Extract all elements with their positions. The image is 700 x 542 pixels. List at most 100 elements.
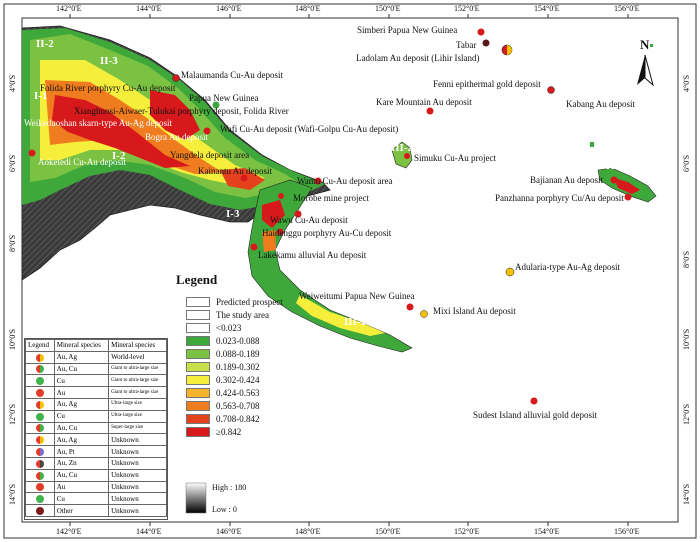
deposit-label: Ladolam Au deposit (Lihir Island)	[356, 53, 480, 63]
lon-tick: 156°0'E	[614, 4, 640, 13]
symbol-legend-row: Au, Pt Unknown	[25, 445, 167, 458]
symbol-legend-row: Au, Cu Super-large size	[25, 421, 167, 435]
north-arrow-icon	[637, 54, 654, 87]
class-swatch	[186, 401, 210, 411]
deposit-symbol-icon	[35, 459, 44, 468]
class-label: 0.023-0.088	[216, 336, 260, 346]
deposit-symbol-icon	[35, 483, 44, 492]
deposit-label: Morobe mine project	[293, 193, 369, 203]
region-label: I-3	[226, 208, 240, 220]
symbol-legend: Legend Mineral species Mineral species A…	[24, 338, 168, 520]
class-label: <0.023	[216, 323, 242, 333]
legend-header: Legend	[25, 339, 55, 352]
deposit-label: Lakekamu alluvial Au deposit	[258, 250, 367, 260]
mineral-species: Au, Cu	[53, 362, 110, 376]
marker-panzhanna	[624, 193, 632, 201]
class-label: 0.708-0.842	[216, 414, 260, 424]
class-swatch	[186, 323, 210, 333]
class-swatch	[186, 297, 210, 307]
mineral-species: Cu	[53, 492, 110, 506]
deposit-markers	[28, 28, 632, 405]
deposit-symbol-icon	[35, 353, 44, 362]
island-bougainville-red	[614, 178, 640, 194]
deposit-label: Papua New Guinea	[189, 93, 259, 103]
symbol-legend-row: Au Unknown	[25, 480, 167, 494]
deposit-scale: Unknown	[108, 456, 167, 470]
class-legend-item: <0.023	[186, 322, 326, 334]
class-legend-item: 0.424-0.563	[186, 387, 326, 399]
mineral-species: Au, Cu	[53, 468, 110, 482]
class-label: 0.088-0.189	[216, 349, 260, 359]
marker-lakekamu	[250, 243, 258, 251]
peninsula-orange	[262, 230, 276, 252]
deposit-label: Bogra Au deposit	[145, 132, 208, 142]
marker-xianghuosi	[212, 101, 220, 109]
deposit-label: Kainantu Au deposit	[198, 166, 272, 176]
peninsula-yellow	[296, 295, 385, 336]
lon-tick: 154°0'E	[534, 4, 560, 13]
deposit-label: Bajianan Au deposit	[530, 175, 603, 185]
deposit-scale: Ultra-large size	[108, 409, 167, 423]
class-legend-item: 0.189-0.302	[186, 361, 326, 373]
class-legend-item: The study area	[186, 309, 326, 321]
class-label: 0.563-0.708	[216, 401, 260, 411]
lat-tick: 14°0'S	[8, 483, 17, 505]
lon-tick: 144°0'E	[136, 527, 162, 536]
marker-fenni	[547, 86, 555, 94]
deposit-label: Kabang Au deposit	[566, 99, 635, 109]
class-label: The study area	[216, 310, 269, 320]
mineral-species: Au	[53, 480, 110, 494]
symbol-legend-row: Cu Ultra-large size	[25, 409, 167, 423]
zone-red	[52, 95, 190, 168]
deposit-symbol-icon	[35, 388, 44, 397]
mineral-species: Other	[53, 504, 110, 517]
class-legend-item: 0.088-0.189	[186, 348, 326, 360]
symbol-legend-row: Au, Cu Unknown	[25, 468, 167, 482]
marker-wamu	[314, 177, 322, 185]
lon-tick: 146°0'E	[216, 4, 242, 13]
class-label: Predicted prospect	[216, 297, 283, 307]
deposit-scale: Super-large size	[108, 421, 167, 435]
deposit-label: Malaumanda Cu-Au deposit	[181, 70, 283, 80]
peninsula-red	[262, 200, 285, 228]
region-label: I-2	[112, 150, 126, 162]
class-swatch	[186, 414, 210, 424]
marker-folida	[66, 104, 74, 112]
deposit-label: Xianghuosi-Aiwaer-Tulukai porphyry depos…	[74, 106, 289, 116]
deposit-scale: Unknown	[108, 445, 167, 458]
marker-aoketedi	[28, 149, 36, 157]
deposit-label: Mixi Island Au deposit	[433, 306, 516, 316]
lon-tick: 156°0'E	[614, 527, 640, 536]
deposit-scale: Unknown	[108, 492, 167, 506]
lon-tick: 144°0'E	[136, 4, 162, 13]
graticule-ticks	[69, 14, 629, 526]
deposit-symbol-icon	[35, 436, 44, 445]
lat-tick: 12°0'S	[682, 403, 691, 425]
region-label: II-3	[100, 55, 118, 67]
deposit-scale: Unknown	[108, 468, 167, 482]
class-legend-item: 0.563-0.708	[186, 400, 326, 412]
deposit-scale: Giant to ultra-large size	[108, 374, 167, 388]
symbol-legend-row: Au, Ag World-level	[25, 350, 167, 364]
deposit-label: Tabar	[456, 40, 477, 50]
symbol-legend-row: Cu Giant to ultra-large size	[25, 374, 167, 388]
deposit-symbol-icon	[35, 495, 44, 504]
deposit-label: Folida River porphyry Cu-Au deposit	[40, 83, 176, 93]
deposit-label: Wafi Cu-Au deposit (Wafi-Golpu Cu-Au dep…	[220, 124, 399, 134]
symbol-legend-row: Au, Ag Unknown	[25, 433, 167, 447]
marker-morobe	[278, 193, 284, 199]
lon-tick: 142°0'E	[56, 527, 82, 536]
mineral-species: Au, Ag	[53, 397, 110, 411]
marker-sudest	[530, 397, 538, 405]
deposit-scale: Ultra-large size	[108, 397, 167, 411]
deposit-label: Weiweitumi Papua New Guinea	[299, 291, 415, 301]
symbol-legend-row: Au, Ag Ultra-large size	[25, 397, 167, 411]
deposit-scale: Unknown	[108, 504, 167, 517]
deposit-symbol-icon	[35, 412, 44, 421]
class-swatch	[186, 388, 210, 398]
class-swatch	[186, 362, 210, 372]
marker-weiweitumi	[406, 303, 414, 311]
mineral-species: Au, Ag	[53, 350, 110, 364]
marker-wawu	[294, 210, 302, 218]
deposit-symbol-icon	[35, 471, 44, 480]
